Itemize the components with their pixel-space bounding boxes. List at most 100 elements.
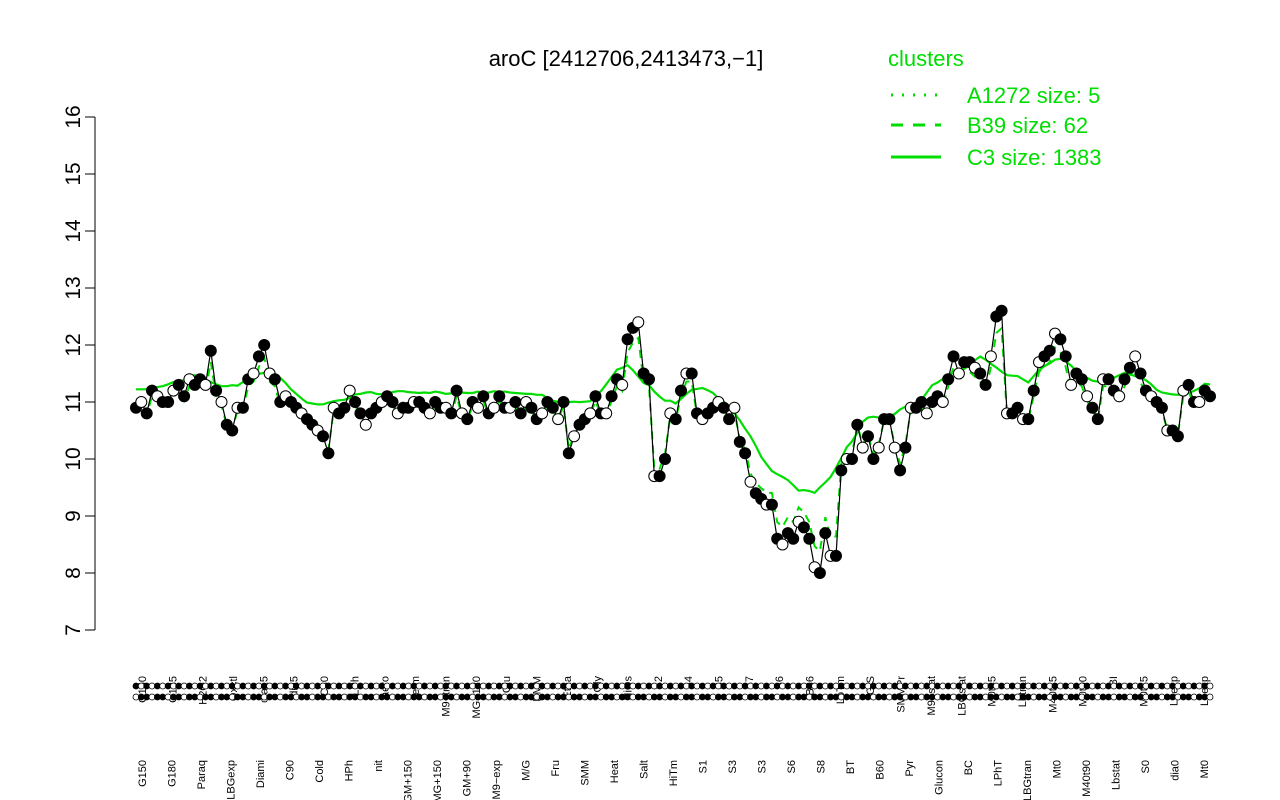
x-tick-label-bottom: LBGtran [1022,760,1034,800]
data-point [493,390,506,403]
data-point [562,447,575,460]
data-point [226,424,239,437]
x-tick-label-bottom: Paraq [196,760,208,789]
data-point [744,475,757,488]
series-c3-line [136,355,1211,495]
data-point [162,396,175,408]
x-tick-label-bottom: Heat [609,760,621,783]
y-tick-label: 10 [62,447,85,470]
x-tick-label-bottom: C90 [285,760,297,780]
y-tick-label: 9 [62,510,85,522]
data-point [974,367,987,380]
x-tick-label-bottom: dia0 [1170,760,1182,781]
data-point [472,401,484,414]
data-point [557,396,570,408]
data-point [135,396,148,408]
x-tick-label-bottom: Mt0 [1052,760,1064,778]
x-tick-label-top: M0t90 [1078,676,1090,707]
x-tick-label-bottom: GM+150 [403,760,415,800]
x-tick-label-bottom: Cold [314,760,326,783]
data-point [856,441,869,454]
data-point [450,384,463,397]
legend-label-b39: B39 size: 62 [967,113,1088,138]
y-tick-label: 16 [62,105,85,128]
data-point [685,367,698,380]
x-tick-label-bottom: S8 [816,760,828,773]
x-tick-label-bottom: Fru [550,760,562,777]
data-point [1155,401,1168,414]
x-tick-label-bottom: B60 [875,760,887,780]
data-point [947,350,960,363]
x-tick-label-bottom: Diami [255,760,267,788]
data-point [1043,344,1056,357]
x-tick-label-bottom: HPh [344,760,356,781]
data-point [765,498,778,511]
x-tick-label-bottom: G150 [137,760,149,787]
y-tick-label: 13 [62,276,85,299]
data-point [252,350,265,363]
legend-label-c3: C3 size: 1383 [967,145,1102,170]
data-point [739,447,752,460]
data-point [1182,378,1195,391]
x-tick-label-bottom: S3 [757,760,769,773]
data-point [813,567,826,579]
data-point [936,396,949,408]
x-tick-label-top: H2O2 [198,676,210,705]
data-point [210,384,223,397]
x-tick-label-bottom: Lbstat [1111,760,1123,790]
data-point [1118,373,1131,386]
data-point [797,521,810,534]
x-tick-label-top: M0t45 [1138,676,1150,707]
data-point [717,401,730,414]
data-point [872,441,885,454]
data-point [776,538,789,551]
data-point [536,407,549,420]
x-tick-label-bottom: BT [845,760,857,774]
rug-marker [1206,693,1214,701]
x-tick-label-top: Lbtran [1017,676,1029,707]
x-tick-label-bottom: S1 [698,760,710,773]
x-tick-label-bottom: S6 [786,760,798,773]
y-tick-label: 11 [62,391,85,413]
data-point [1011,401,1024,414]
legend-label-a1272: A1272 size: 5 [967,83,1100,108]
data-point [1027,384,1040,397]
x-tick-label-bottom: Salt [639,760,651,779]
x-tick-label-bottom: Pyr [904,760,916,777]
data-point [675,384,687,397]
data-point [995,304,1008,317]
data-point [258,339,271,351]
x-tick-label-bottom: G180 [167,760,179,787]
data-point [723,413,736,426]
data-point [883,413,896,426]
data-point [509,396,522,408]
data-point [915,396,928,408]
data-point [984,350,997,363]
data-point [659,453,671,465]
data-point [1086,401,1099,414]
data-point [359,418,372,431]
data-point [1065,378,1078,391]
data-point [1193,396,1206,408]
data-point [584,407,597,420]
data-point [846,453,858,465]
data-point [1129,350,1142,363]
data-point [423,407,436,420]
data-point [477,390,490,403]
x-tick-label-bottom: BC [963,760,975,775]
series-c3-polyline [136,355,1211,495]
y-axis: 7 8 9 10 11 12 13 14 15 16 [62,105,96,636]
data-point [140,407,153,420]
data-point [1113,390,1126,403]
data-point [669,413,682,426]
data-point [1091,413,1104,426]
data-point [942,373,955,386]
data-point [851,418,864,431]
x-tick-label-bottom: MG+150 [432,760,444,800]
data-point [867,453,880,465]
data-point [552,413,565,426]
data-point [317,430,329,443]
data-point [894,464,907,477]
data-point [952,367,965,380]
